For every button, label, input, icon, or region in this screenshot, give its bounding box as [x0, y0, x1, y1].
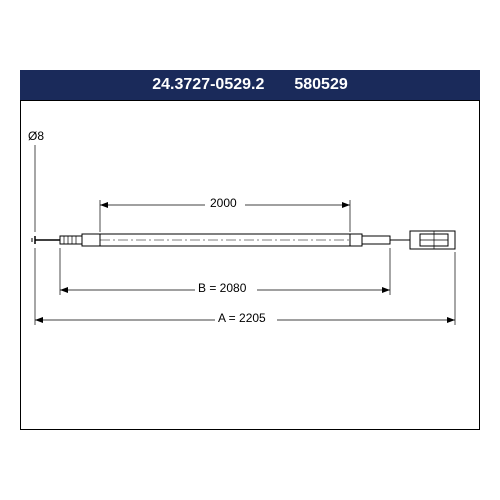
dimension-B: B = 2080	[60, 248, 390, 295]
diameter-label: Ø8	[28, 129, 44, 143]
dim-mid-value: B = 2080	[198, 281, 247, 295]
diagram-container: 24.3727-0529.2 580529	[0, 0, 500, 500]
dimension-2000: 2000	[100, 195, 350, 232]
dim-bottom-value: A = 2205	[218, 311, 266, 325]
technical-drawing: Ø8 2000 B = 2080	[0, 0, 500, 500]
cable-assembly	[32, 231, 455, 249]
dim-top-value: 2000	[210, 196, 237, 210]
